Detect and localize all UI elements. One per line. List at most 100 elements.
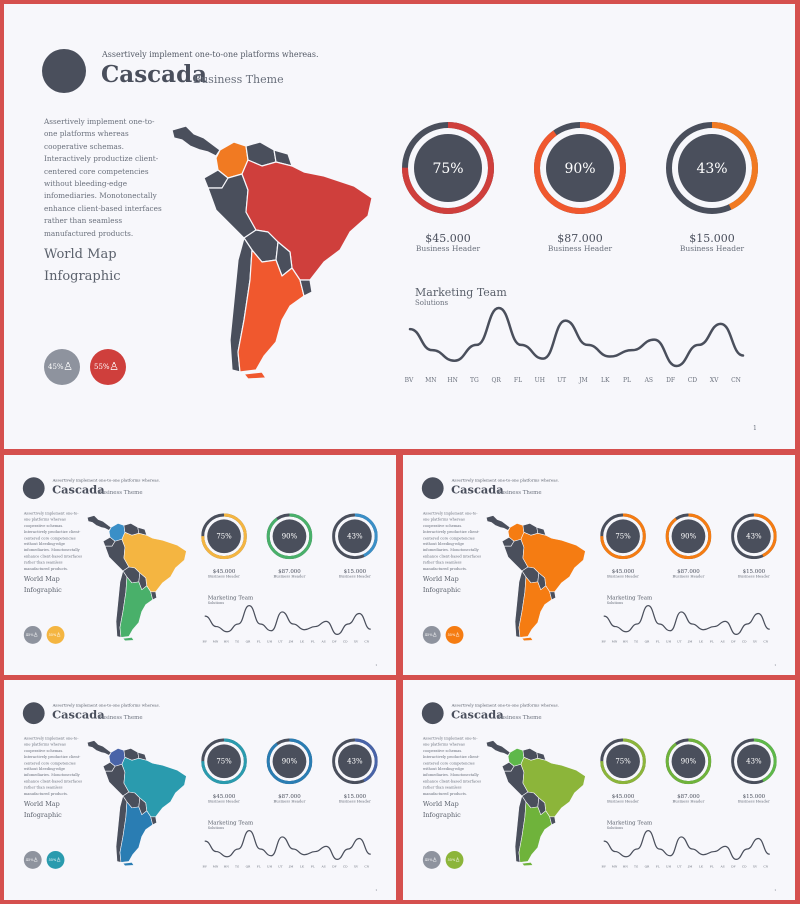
male-stat: 45% ♙ (422, 850, 441, 869)
marketing-title: Marketing Team (606, 819, 653, 827)
world-map-line2: Infographic (44, 269, 121, 284)
central-america-region (171, 125, 221, 157)
progress-ring-75: 75% (201, 738, 247, 785)
tagline: Assertively implement one-to-one platfor… (451, 702, 559, 708)
uruguay-region (150, 816, 157, 826)
x-tick-label: LK (299, 639, 305, 644)
person-icon: ♙ (33, 856, 39, 863)
x-tick-label: UH (665, 639, 672, 644)
x-tick-label: CD (687, 377, 698, 384)
slide-orange[interactable]: Assertively implement one-to-one platfor… (403, 455, 795, 675)
world-map-line2: Infographic (422, 586, 461, 594)
female-stat-value: 55% (94, 363, 110, 371)
slide-subtitle: Business Theme (496, 489, 542, 496)
trend-line (603, 830, 770, 861)
progress-ring-90: 90% (266, 513, 313, 560)
page-number: 1 (753, 425, 757, 432)
x-tick-label: DF (731, 639, 736, 644)
x-tick-label: BV (601, 864, 606, 869)
slide-title: Cascada (52, 708, 105, 722)
amount-2: $87.000 (677, 792, 700, 800)
description-text: Assertively implement one-to-one platfor… (44, 117, 162, 238)
female-stat: 55% ♙ (46, 625, 65, 644)
progress-ring-90: 90% (665, 513, 712, 560)
business-header-3: Business Header (338, 573, 371, 579)
female-stat: 55% ♙ (445, 850, 464, 869)
x-tick-label: DF (332, 864, 337, 869)
slide-green[interactable]: Assertively implement one-to-one platfor… (403, 680, 795, 900)
logo-circle (42, 49, 86, 93)
slide-subtitle: Business Theme (496, 714, 542, 721)
marketing-subtitle: Solutions (606, 826, 624, 831)
x-tick-label: CN (364, 864, 370, 869)
marketing-subtitle: Solutions (207, 826, 225, 831)
marketing-subtitle: Solutions (606, 601, 624, 606)
ring-value: 43% (347, 758, 363, 766)
x-tick-label: CN (364, 639, 370, 644)
ring-value: 90% (564, 161, 595, 177)
x-tick-label: AS (720, 639, 725, 644)
ring-value: 75% (432, 161, 463, 177)
ring-value: 43% (746, 758, 762, 766)
business-header-2: Business Header (273, 798, 306, 804)
world-map-heading: World Map Infographic (423, 574, 482, 596)
trend-line (603, 605, 770, 636)
x-tick-label: DF (332, 639, 337, 644)
south-america-map (171, 125, 373, 380)
female-stat-value: 55% (447, 857, 456, 862)
slide-title: Cascada (101, 61, 208, 88)
business-header-2: Business Header (672, 798, 705, 804)
description-text: Assertively implement one-to-one platfor… (422, 736, 482, 796)
ring-value: 75% (216, 758, 232, 766)
ring-value: 75% (615, 533, 631, 541)
world-map-line2: Infographic (422, 811, 461, 819)
south-america-map (86, 515, 187, 642)
x-tick-label: UT (278, 864, 283, 869)
amount-3: $15.000 (343, 792, 367, 800)
x-tick-label: LK (299, 864, 305, 869)
world-map-heading: World Map Infographic (24, 799, 83, 821)
slide-red[interactable]: Assertively implement one-to-one platfor… (4, 4, 795, 449)
amount-2: $87.000 (278, 792, 301, 800)
x-tick-label: TG (234, 639, 240, 644)
x-tick-label: XV (752, 639, 758, 644)
amount-3: $15.000 (742, 567, 766, 575)
world-map-line1: World Map (44, 247, 117, 262)
person-icon: ♙ (109, 360, 119, 373)
amount-1: $45.000 (611, 792, 635, 800)
x-axis-labels: BV MN HN TG QR FL UH UT JM LK PL AS DF CD XV CN (599, 865, 772, 870)
x-tick-label: UH (665, 864, 672, 869)
tagline: Assertively implement one-to-one platfor… (102, 50, 319, 59)
x-tick-label: HN (223, 864, 229, 869)
tierra-del-fuego-region (243, 371, 267, 380)
central-america-region (485, 740, 511, 756)
x-tick-label: LK (698, 639, 704, 644)
x-tick-label: PL (709, 864, 714, 869)
logo-circle (421, 702, 444, 725)
x-tick-label: CD (342, 639, 348, 644)
x-tick-label: BV (202, 639, 207, 644)
marketing-title: Marketing Team (207, 819, 254, 827)
slide-subtitle: Business Theme (97, 489, 143, 496)
x-tick-label: MN (212, 639, 219, 644)
amount-2: $87.000 (278, 567, 301, 575)
page-number: 1 (774, 663, 777, 668)
x-tick-label: CN (763, 864, 769, 869)
slide-yellow[interactable]: Assertively implement one-to-one platfor… (4, 455, 396, 675)
central-america-region (86, 515, 112, 531)
x-tick-label: DF (731, 864, 736, 869)
argentina-region (119, 801, 153, 863)
progress-ring-90: 90% (534, 122, 626, 214)
amount-1: $45.000 (212, 567, 236, 575)
progress-ring-90: 90% (665, 738, 712, 785)
male-stat: 45% ♙ (422, 625, 441, 644)
business-header-1: Business Header (415, 244, 481, 253)
person-icon: ♙ (455, 631, 460, 638)
trend-line (204, 830, 371, 861)
x-tick-label: BV (202, 864, 207, 869)
male-stat-value: 45% (424, 632, 433, 637)
x-axis-labels: BV MN HN TG QR FL UH UT JM LK PL AS DF CD XV CN (399, 377, 749, 387)
x-tick-label: PL (310, 864, 315, 869)
x-tick-label: UT (278, 639, 283, 644)
slide-blue[interactable]: Assertively implement one-to-one platfor… (4, 680, 396, 900)
